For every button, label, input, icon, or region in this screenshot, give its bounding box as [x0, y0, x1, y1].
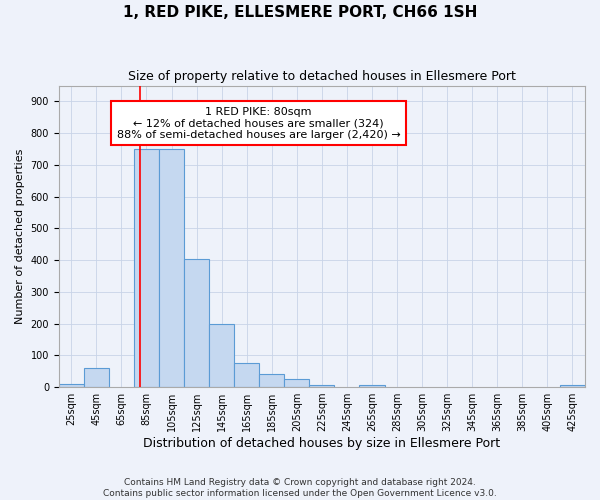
- Y-axis label: Number of detached properties: Number of detached properties: [15, 148, 25, 324]
- Bar: [209, 324, 234, 387]
- Text: Contains HM Land Registry data © Crown copyright and database right 2024.
Contai: Contains HM Land Registry data © Crown c…: [103, 478, 497, 498]
- Bar: [259, 374, 284, 387]
- X-axis label: Distribution of detached houses by size in Ellesmere Port: Distribution of detached houses by size …: [143, 437, 500, 450]
- Bar: [359, 384, 385, 387]
- Bar: [234, 364, 259, 387]
- Bar: [159, 149, 184, 387]
- Title: Size of property relative to detached houses in Ellesmere Port: Size of property relative to detached ho…: [128, 70, 516, 83]
- Bar: [284, 379, 310, 387]
- Bar: [84, 368, 109, 387]
- Bar: [184, 258, 209, 387]
- Bar: [59, 384, 84, 387]
- Text: 1 RED PIKE: 80sqm
← 12% of detached houses are smaller (324)
88% of semi-detache: 1 RED PIKE: 80sqm ← 12% of detached hous…: [117, 106, 401, 140]
- Bar: [560, 386, 585, 387]
- Text: 1, RED PIKE, ELLESMERE PORT, CH66 1SH: 1, RED PIKE, ELLESMERE PORT, CH66 1SH: [123, 5, 477, 20]
- Bar: [310, 386, 334, 387]
- Bar: [134, 149, 159, 387]
